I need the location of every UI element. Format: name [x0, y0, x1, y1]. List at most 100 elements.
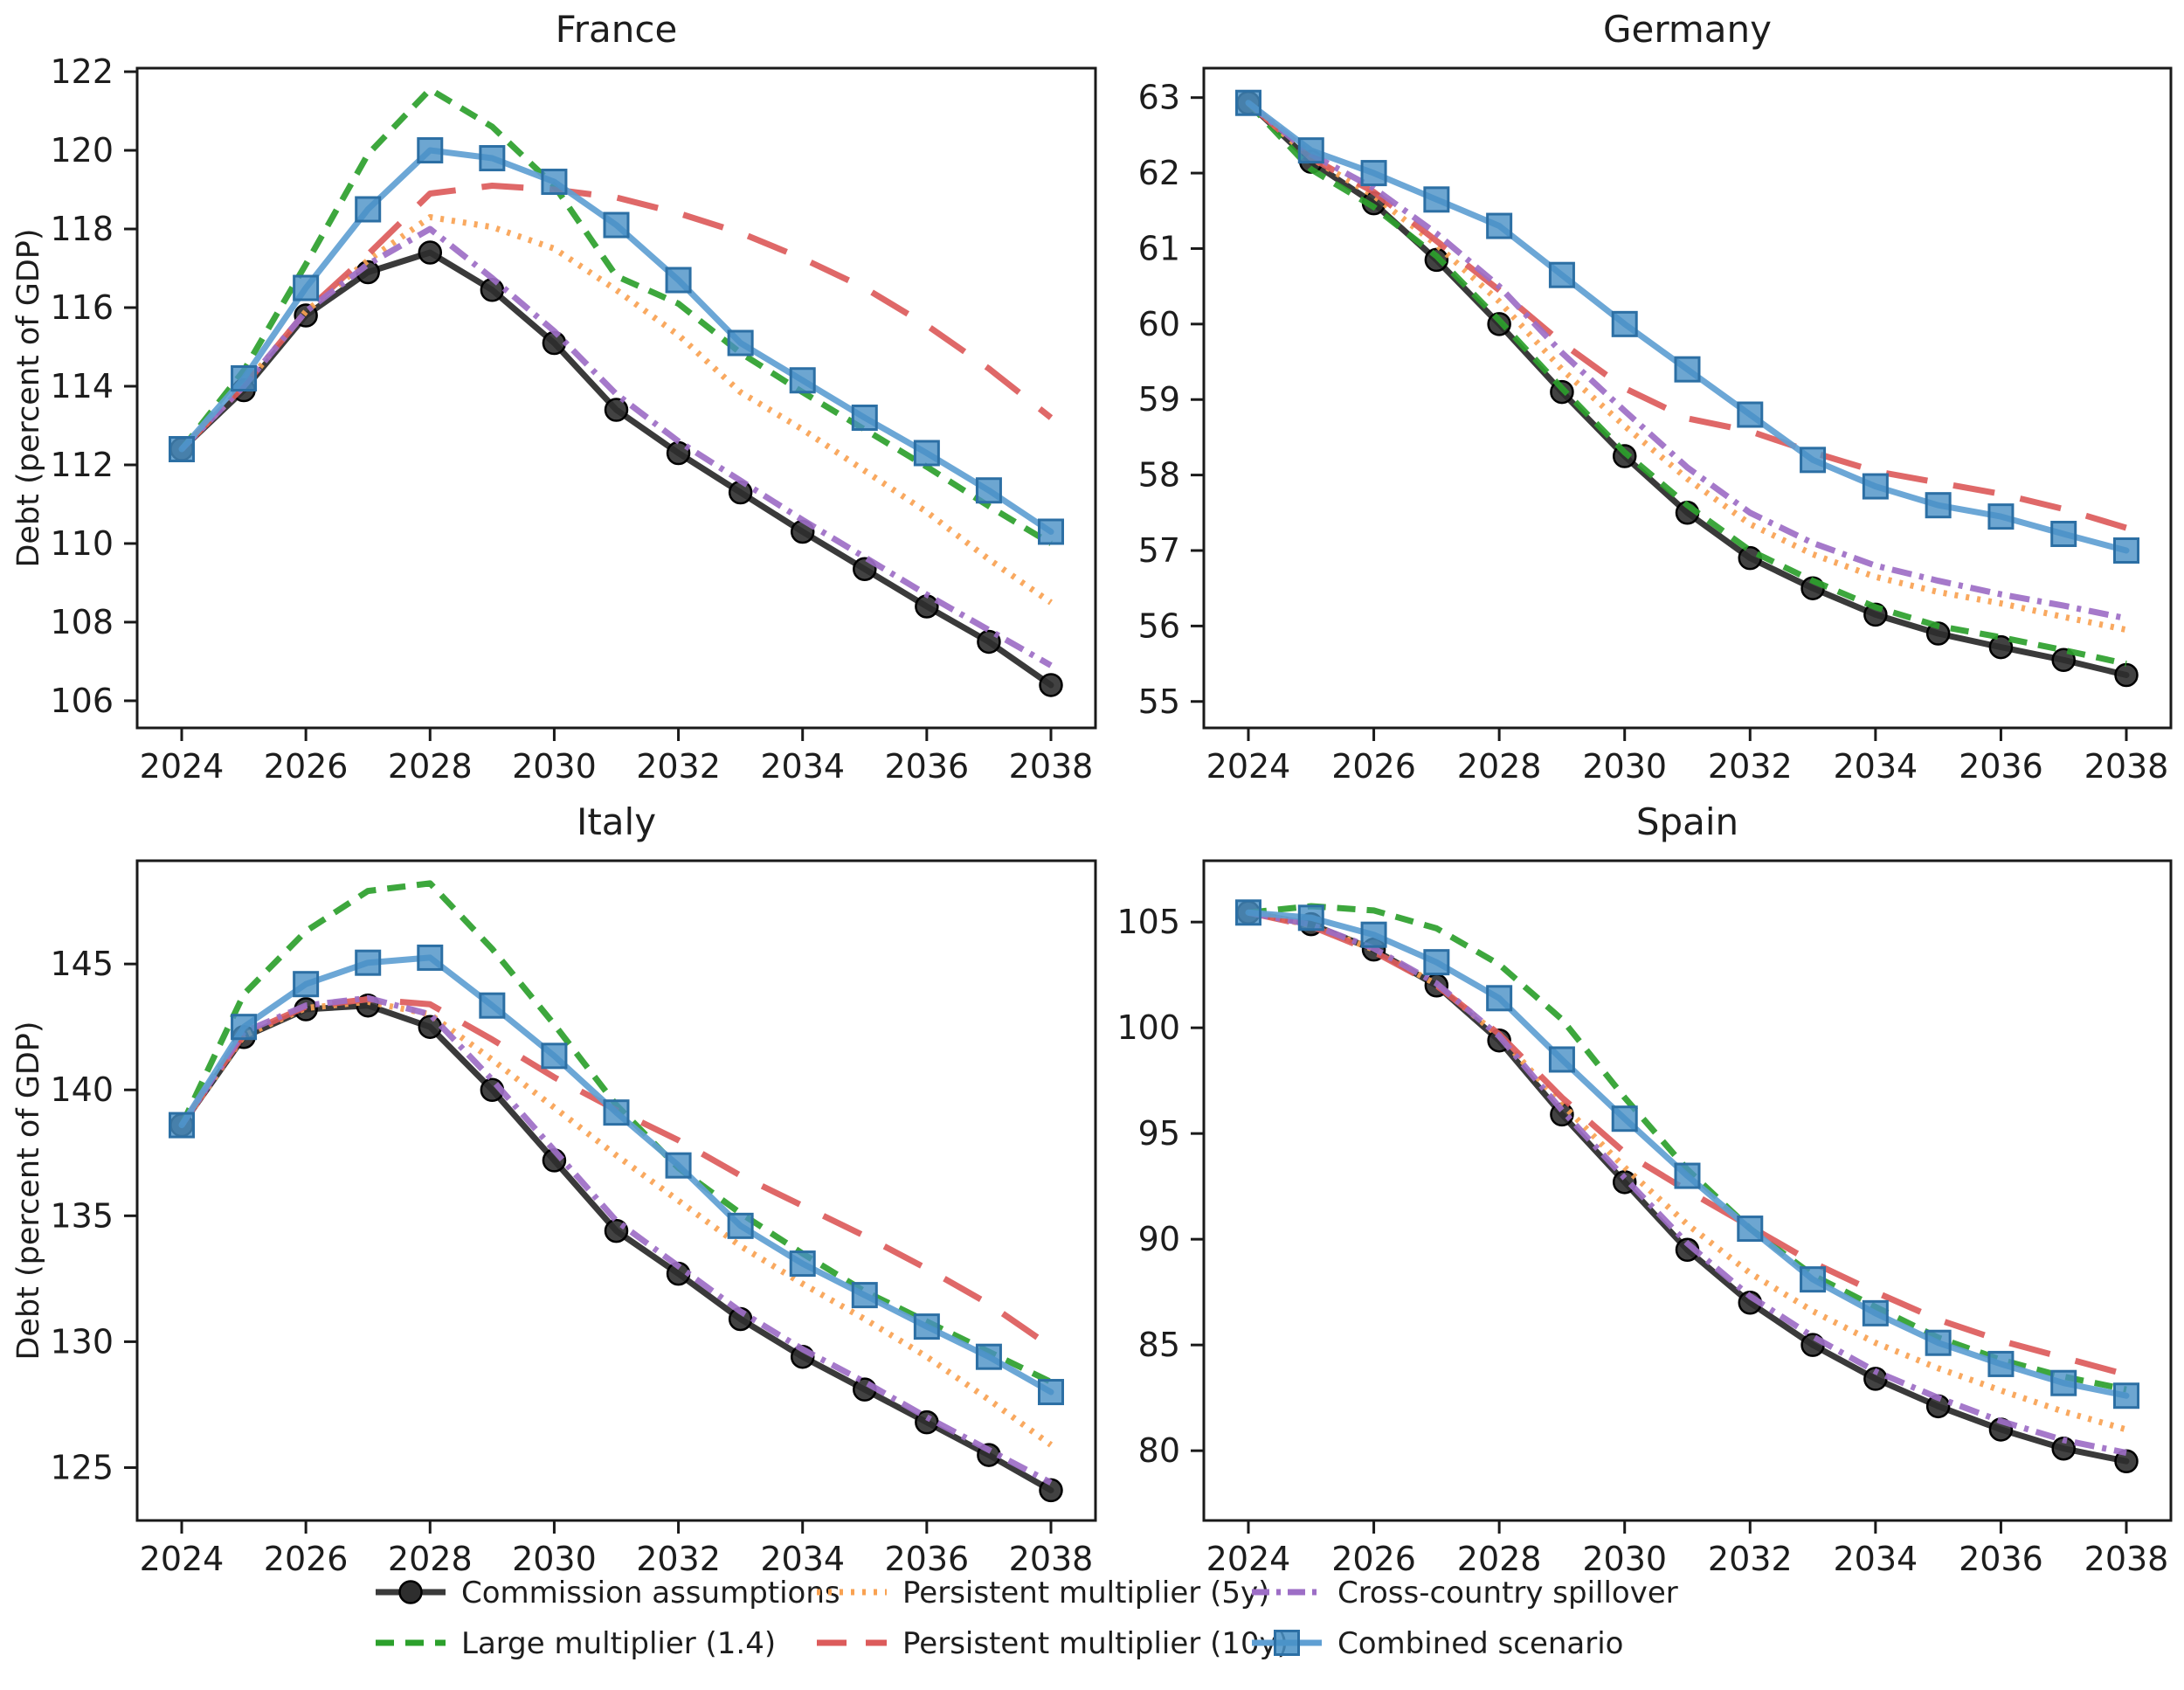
marker-square-combined: [1925, 492, 1952, 519]
marker-circle-commission: [480, 278, 505, 302]
y-tick-label: 122: [50, 52, 114, 91]
legend-item-commission: Commission assumptions: [376, 1576, 840, 1610]
marker-square-combined: [1862, 1299, 1889, 1326]
marker-square-combined: [293, 971, 320, 998]
chart-title: France: [556, 8, 678, 51]
y-tick-label: 110: [50, 524, 114, 563]
marker-square-combined: [355, 949, 382, 976]
y-axis-label: Debt (percent of GDP): [11, 228, 46, 567]
y-tick-label: 61: [1138, 229, 1180, 267]
y-tick-label: 56: [1138, 606, 1180, 645]
legend-item-large_multiplier: Large multiplier (1.4): [376, 1626, 776, 1661]
chart-italy: 125 130 135 140 145 2024 2026 2028 2030 2032 2034 2…: [11, 800, 1097, 1578]
x-tick-label: 2030: [1582, 747, 1667, 786]
marker-square-combined: [231, 365, 258, 392]
marker-circle-commission: [915, 1409, 939, 1435]
x-tick-label: 2024: [1206, 747, 1291, 786]
marker-square-combined: [1674, 356, 1701, 383]
x-tick-label: 2026: [264, 747, 349, 786]
y-axis-label: Debt (percent of GDP): [11, 1021, 46, 1360]
marker-square-combined: [665, 267, 692, 294]
y-tick-label: 55: [1138, 682, 1180, 721]
x-tick-label: 2036: [1959, 1540, 2043, 1578]
marker-square-combined: [1987, 503, 2015, 530]
marker-square-combined: [727, 329, 754, 357]
y-tick-label: 130: [50, 1322, 114, 1361]
marker-square-combined: [851, 1282, 878, 1309]
y-tick-label: 58: [1138, 456, 1180, 495]
legend-label-spillover: Cross-country spillover: [1337, 1576, 1678, 1610]
series-line-spillover: [1248, 909, 2127, 1457]
marker-circle-commission: [1039, 673, 1063, 697]
marker-square-combined: [1423, 186, 1450, 213]
marker-square-combined: [1038, 518, 1064, 545]
x-tick-label: 2034: [760, 747, 845, 786]
marker-circle-commission: [418, 1015, 443, 1039]
marker-square-combined: [975, 477, 1002, 504]
marker-circle-commission: [915, 594, 939, 619]
x-tick-label: 2032: [1708, 747, 1793, 786]
marker-square-combined: [1235, 899, 1261, 926]
y-tick-label: 135: [50, 1196, 114, 1235]
y-tick-label: 105: [1116, 903, 1180, 941]
y-tick-label: 57: [1138, 531, 1180, 570]
series-line-commission: [1245, 100, 2130, 678]
marker-square-combined: [1611, 1105, 1638, 1132]
marker-circle-commission: [2051, 648, 2076, 673]
marker-square-combined: [1737, 401, 1764, 428]
chart-spain: 80 85 90 95 100 105 2024 2026 2028 2030 2032 2034 20…: [1116, 800, 2173, 1578]
y-tick-label: 60: [1138, 305, 1180, 343]
legend-label-persistent_5y: Persistent multiplier (5y): [902, 1576, 1269, 1610]
x-tick-label: 2034: [1833, 1540, 1918, 1578]
marker-square-combined: [1297, 904, 1324, 932]
x-tick-label: 2028: [388, 747, 473, 786]
x-tick-label: 2038: [1009, 1540, 1094, 1578]
marker-square-combined: [665, 1152, 692, 1179]
marker-square-combined: [1360, 921, 1387, 948]
series-line-persistent_5y: [1246, 100, 2127, 634]
series-line-large_multiplier: [178, 880, 1053, 1385]
y-tick-label: 112: [50, 446, 114, 484]
marker-square-combined: [789, 1250, 816, 1278]
series-line-large_multiplier: [1248, 903, 2127, 1393]
marker-square-combined: [913, 440, 940, 467]
marker-circle-commission: [1738, 545, 1763, 571]
marker-square-combined: [355, 196, 382, 223]
chart-france: 106 108 110 112 114 116 118 120 122 2024 2026 2028 2…: [11, 8, 1097, 786]
x-tick-label: 2036: [884, 747, 969, 786]
y-tick-label: 106: [50, 682, 114, 720]
x-tick-label: 2026: [264, 1540, 349, 1578]
series-line-spillover: [1246, 100, 2127, 622]
marker-circle-commission: [666, 440, 691, 466]
series-line-persistent_5y: [179, 998, 1054, 1448]
marker-square-combined: [1548, 1046, 1575, 1073]
marker-square-combined: [975, 1343, 1002, 1370]
marker-square-combined: [479, 992, 506, 1019]
x-tick-label: 2034: [1833, 747, 1918, 786]
plot-border: [1202, 66, 2173, 730]
marker-square-combined: [417, 944, 444, 971]
x-tick-label: 2024: [140, 1540, 225, 1578]
plot-border: [135, 859, 1097, 1522]
series-line-persistent_10y: [1246, 100, 2128, 531]
legend-marker-square: [1274, 1630, 1300, 1656]
y-tick-label: 108: [50, 603, 114, 641]
marker-circle-commission: [604, 398, 629, 422]
marker-square-combined: [541, 1042, 568, 1070]
marker-square-combined: [1423, 949, 1450, 976]
series-line-persistent_10y: [1248, 909, 2127, 1378]
series-line-large_multiplier: [1246, 100, 2127, 668]
marker-square-combined: [417, 137, 444, 164]
legend-marker-circle: [398, 1580, 423, 1604]
marker-square-combined: [1297, 137, 1324, 164]
x-tick-label: 2028: [1457, 1540, 1542, 1578]
y-tick-label: 80: [1138, 1431, 1180, 1470]
marker-square-combined: [1038, 1379, 1064, 1406]
x-tick-label: 2028: [388, 1540, 473, 1578]
chart-title: Germany: [1603, 8, 1772, 51]
series-line-spillover: [179, 225, 1053, 668]
x-tick-label: 2032: [636, 1540, 721, 1578]
marker-circle-commission: [1925, 621, 1951, 646]
series-line-combined: [178, 147, 1054, 535]
x-tick-label: 2026: [1331, 747, 1416, 786]
